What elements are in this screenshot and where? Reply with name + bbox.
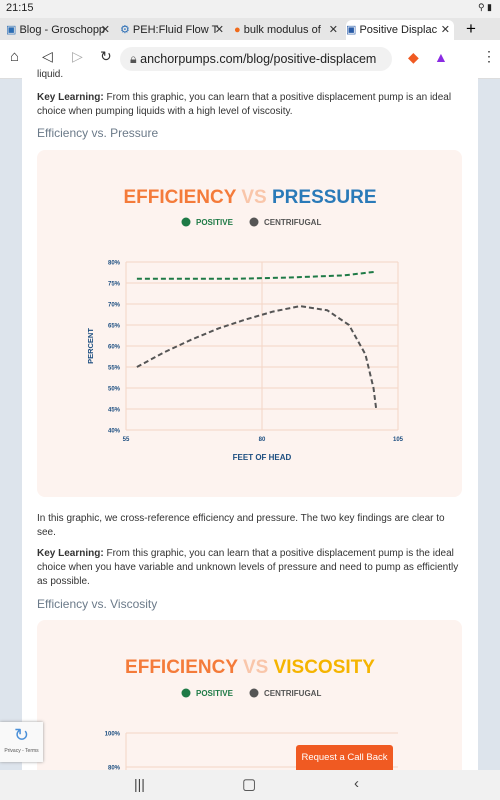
url-field[interactable]: 🔒︎ anchorpumps.com/blog/positive-displac…: [120, 47, 392, 71]
y-tick-label: 45%: [108, 408, 121, 414]
label: Key Learning:: [37, 548, 104, 559]
y-tick-label: 70%: [108, 303, 121, 309]
heading: Efficiency vs. Viscosity: [37, 597, 158, 611]
chart-card: [37, 150, 462, 497]
paragraph: In this graphic, we cross-reference effi…: [37, 513, 445, 538]
title-part: EFFICIENCY: [123, 187, 236, 208]
title-part: VS: [243, 657, 268, 678]
title-part: VS: [241, 187, 266, 208]
status-bar: 21:15 ⚲ ▮: [0, 0, 500, 18]
y-tick-label: 100%: [105, 732, 121, 738]
home-button[interactable]: ⌂: [10, 48, 20, 65]
recaptcha[interactable]: ↻ Privacy - Terms: [0, 722, 43, 762]
back-nav[interactable]: ‹: [354, 775, 359, 792]
legend-marker: [181, 688, 191, 698]
back-button[interactable]: ◁: [42, 48, 53, 64]
y-tick-label: 50%: [108, 387, 121, 393]
cut-text: liquid.: [37, 69, 64, 80]
x-axis-label: FEET OF HEAD: [233, 453, 292, 462]
forward-button[interactable]: ▷: [72, 48, 83, 64]
y-tick-label: 60%: [108, 345, 121, 351]
legend-marker: [249, 688, 259, 698]
title-part: VISCOSITY: [274, 657, 376, 678]
y-tick-label: 75%: [108, 282, 121, 288]
charts: EFFICIENCY VS PRESSURE POSITIVE CENTRIFUGA…: [86, 187, 404, 771]
title-part: PRESSURE: [272, 187, 377, 208]
tab-title: Blog - Groschopp: [19, 24, 106, 36]
tab-title: PEH:Fluid Flow T: [132, 24, 219, 36]
y-tick-label: 40%: [108, 429, 121, 435]
legend-label: POSITIVE: [196, 218, 234, 227]
heading: Efficiency vs. Pressure: [37, 126, 159, 140]
series-line: [136, 270, 377, 280]
clock: 21:15: [6, 2, 34, 14]
new-tab[interactable]: +: [466, 19, 476, 38]
title-part: EFFICIENCY: [125, 657, 238, 678]
tab[interactable]: ⚙ PEH:Fluid Flow T ✕: [120, 24, 224, 36]
y-tick-label: 65%: [108, 324, 121, 330]
call-back-button[interactable]: Request a Call Back: [296, 745, 393, 770]
captcha-link[interactable]: Privacy - Terms: [4, 748, 39, 754]
home-nav[interactable]: ▢: [242, 776, 257, 793]
label: Key Learning:: [37, 92, 104, 103]
y-tick-label: 55%: [108, 366, 121, 372]
legend-label: POSITIVE: [196, 689, 234, 698]
menu[interactable]: ⋮: [482, 48, 496, 64]
url-text: anchorpumps.com/blog/positive-displacem: [140, 52, 377, 66]
x-tick-label: 80: [259, 437, 266, 443]
tab-title: Positive Displac: [359, 24, 438, 36]
brave-shield[interactable]: ◆: [408, 49, 419, 65]
legend-marker: [181, 217, 191, 227]
x-tick-label: 105: [393, 437, 404, 443]
nav-bar: ||| ▢ ‹: [0, 770, 500, 800]
paragraph: Key Learning: From this graphic, you can…: [37, 91, 462, 119]
rewards[interactable]: ▲: [434, 49, 448, 65]
reload-button[interactable]: ↻: [100, 48, 112, 64]
tab-title: bulk modulus of: [243, 24, 321, 36]
chart-title: EFFICIENCY VS VISCOSITY: [125, 657, 375, 678]
text: From this graphic, you can learn that a …: [37, 548, 459, 587]
y-tick-label: 80%: [108, 766, 121, 771]
legend-label: CENTRIFUGAL: [264, 689, 321, 698]
paragraph: Key Learning: From this graphic, you can…: [37, 547, 462, 589]
status-icons: ⚲ ▮: [477, 2, 492, 12]
y-axis-label: PERCENT: [86, 328, 95, 364]
tab[interactable]: ● bulk modulus of ✕: [234, 24, 338, 36]
series-line: [136, 305, 378, 410]
tab-strip: ▣ Blog - Groschopp ✕ ⚙ PEH:Fluid Flow T ✕ …: [0, 18, 500, 40]
legend-marker: [249, 217, 259, 227]
legend-label: CENTRIFUGAL: [264, 218, 321, 227]
x-tick-label: 55: [123, 437, 130, 443]
y-tick-label: 80%: [108, 261, 121, 267]
recents-button[interactable]: |||: [134, 776, 145, 792]
chart-title: EFFICIENCY VS PRESSURE: [123, 187, 376, 208]
tab[interactable]: ▣ Blog - Groschopp ✕: [6, 24, 110, 36]
tab-active[interactable]: ▣ Positive Displac ✕: [346, 20, 454, 40]
text: From this graphic, you can learn that a …: [37, 92, 452, 117]
